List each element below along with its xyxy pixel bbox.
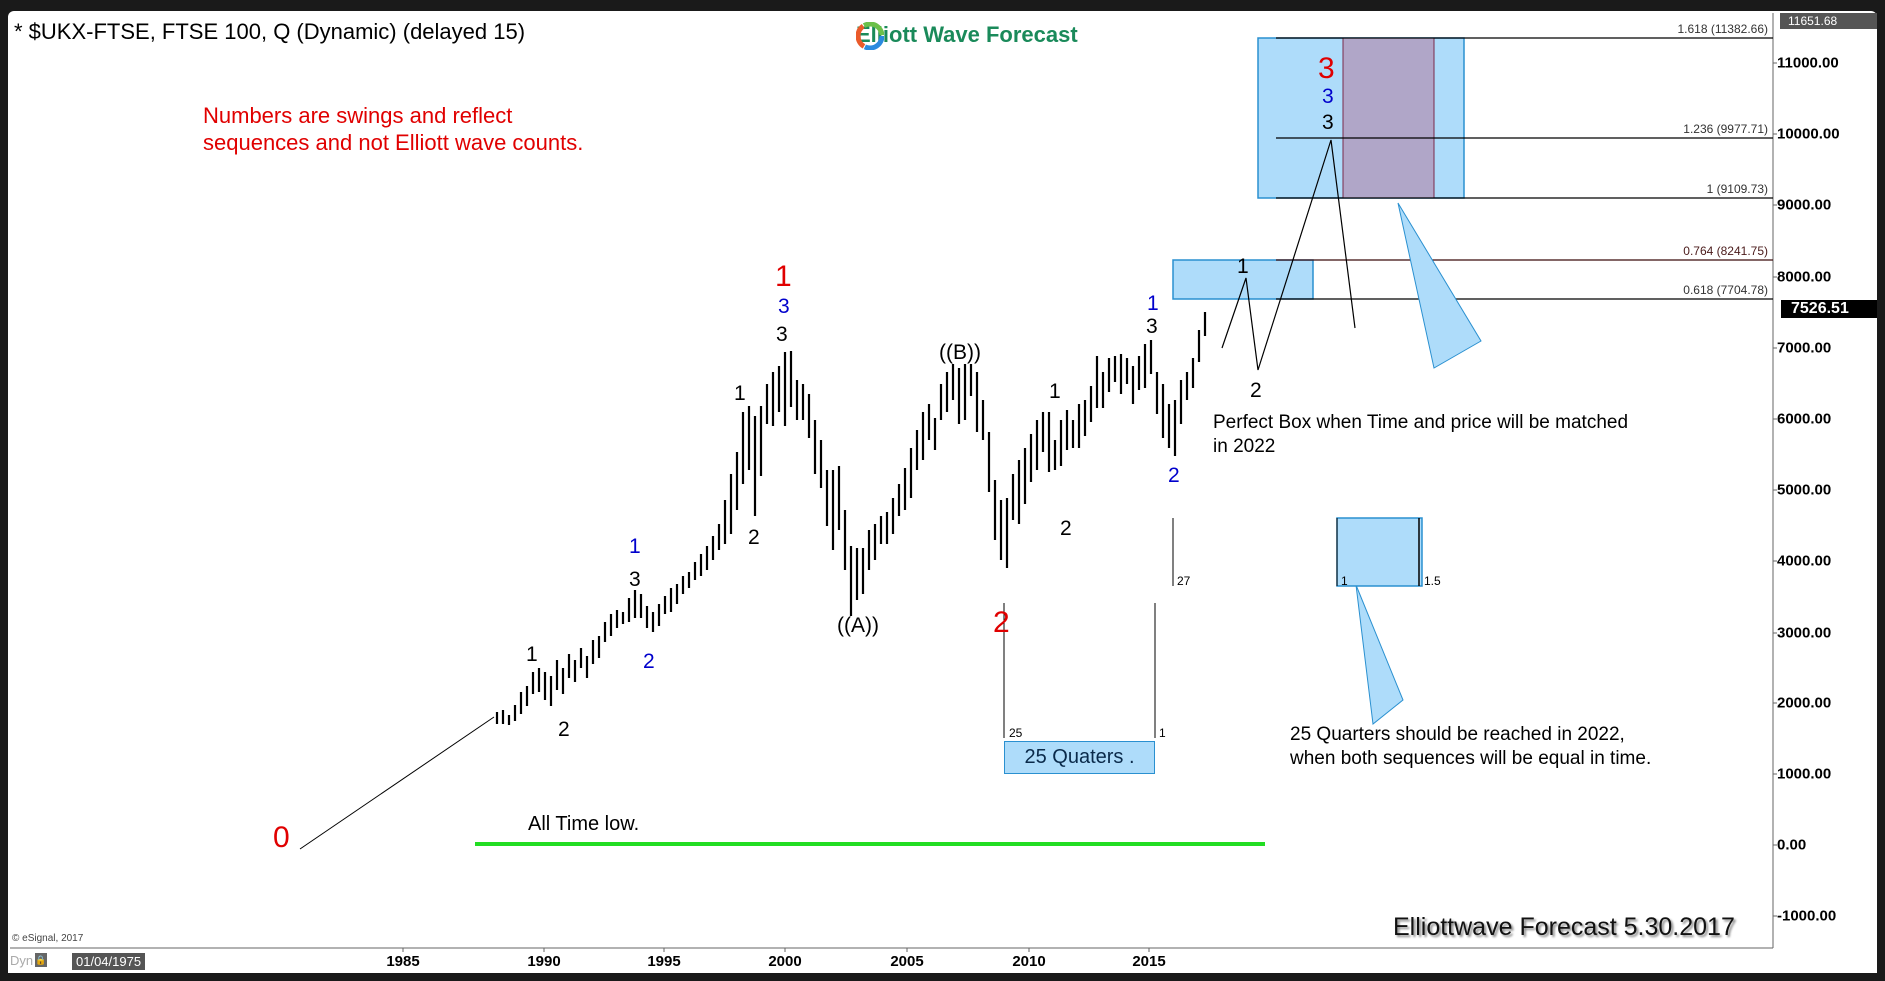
wave-label: 1 <box>734 382 746 405</box>
y-tick: 2000.00 <box>1777 694 1832 712</box>
start-date-label: 01/04/1975 <box>72 953 146 970</box>
note-line: in 2022 <box>1213 436 1276 457</box>
time-marker: 1.5 <box>1424 574 1441 588</box>
wave-label: 1 <box>1147 292 1159 315</box>
chart-title: * $UKX-FTSE, FTSE 100, Q (Dynamic) (dela… <box>14 19 526 44</box>
wave-label-b: ((B)) <box>939 341 981 364</box>
y-tick: 0.00 <box>1777 836 1807 854</box>
x-tick: 2000 <box>768 953 802 970</box>
wave-label: 3 <box>1322 111 1334 134</box>
disclaimer-note: Numbers are swings and reflect sequences… <box>203 103 584 155</box>
x-tick: 2005 <box>890 953 924 970</box>
wave-label: 3 <box>629 568 641 591</box>
y-tick: 9000.00 <box>1777 196 1832 214</box>
copyright-text: © eSignal, 2017 <box>12 933 84 944</box>
y-tick: 11000.00 <box>1777 54 1839 72</box>
wave-label: 3 <box>776 323 788 346</box>
time-marker: 25 <box>1009 726 1023 740</box>
time-price-box <box>1342 37 1435 199</box>
price-bars <box>495 312 1207 725</box>
wave-label-0: 0 <box>273 821 290 854</box>
x-tick: 2015 <box>1132 953 1166 970</box>
brand-logo: Elliott Wave Forecast <box>856 22 1078 50</box>
wave-label-a: ((A)) <box>837 614 879 637</box>
wave-label: 2 <box>748 526 760 549</box>
perfect-box-note: Perfect Box when Time and price will be … <box>1213 411 1628 459</box>
x-tick: 1985 <box>386 953 420 970</box>
fib-zone-box <box>1172 259 1314 300</box>
wave-label: 2 <box>1060 517 1072 540</box>
y-tick: 3000.00 <box>1777 624 1832 642</box>
wave-label-2-red: 2 <box>993 606 1010 639</box>
projection-label: 2 <box>1250 379 1262 402</box>
y-tick: -1000.00 <box>1777 907 1837 925</box>
time-marker: 1 <box>1159 726 1166 740</box>
fib-label-1236: 1.236 (9977.71) <box>1683 122 1768 136</box>
wave-label: 3 <box>1146 315 1158 338</box>
note-line: when both sequences will be equal in tim… <box>1290 748 1652 769</box>
all-time-low-label: All Time low. <box>528 813 640 835</box>
wave-label: 2 <box>1168 464 1180 487</box>
lock-icon[interactable]: 🔒 <box>35 953 47 967</box>
time-box <box>1336 517 1423 587</box>
chart-panel <box>8 11 1877 973</box>
y-tick: 1000.00 <box>1777 765 1832 783</box>
x-tick: 1990 <box>527 953 561 970</box>
fib-label-1618: 1.618 (11382.66) <box>1677 22 1768 36</box>
time-marker: 27 <box>1177 574 1191 588</box>
current-price-tag: 7526.51 <box>1781 300 1877 318</box>
wave-label: 2 <box>558 718 570 741</box>
wave-label-3-red: 3 <box>1318 52 1335 85</box>
fib-label-0764: 0.764 (8241.75) <box>1683 244 1768 258</box>
projection-label: 1 <box>1237 255 1249 278</box>
x-tick: 2010 <box>1012 953 1046 970</box>
logo-swirl-icon <box>856 22 884 50</box>
quarters-box: 25 Quaters . <box>1004 741 1155 774</box>
fib-label-0618: 0.618 (7704.78) <box>1683 283 1768 297</box>
wave-label: 1 <box>1049 380 1061 403</box>
y-tick: 10000.00 <box>1777 125 1840 143</box>
axis-top-value: 11651.68 <box>1780 13 1877 29</box>
dynamic-toggle[interactable]: Dyn <box>10 953 34 968</box>
wave-label: 3 <box>1322 85 1334 108</box>
time-marker: 1 <box>1341 574 1348 588</box>
signature: Elliottwave Forecast 5.30.2017 <box>1393 913 1735 941</box>
wave-label: 1 <box>526 643 538 666</box>
wave-label: 2 <box>643 650 655 673</box>
x-tick: 1995 <box>647 953 681 970</box>
wave-label: 3 <box>778 295 790 318</box>
note-line: 25 Quarters should be reached in 2022, <box>1290 724 1625 745</box>
y-tick: 5000.00 <box>1777 481 1832 499</box>
y-tick: 7000.00 <box>1777 339 1832 357</box>
logo-text: Elliott Wave Forecast <box>856 22 1078 47</box>
y-tick: 4000.00 <box>1777 552 1832 570</box>
y-tick: 8000.00 <box>1777 268 1832 286</box>
fib-label-1: 1 (9109.73) <box>1706 182 1768 196</box>
note-line: Perfect Box when Time and price will be … <box>1213 412 1629 433</box>
quarters-note: 25 Quarters should be reached in 2022, w… <box>1290 723 1651 771</box>
wave-label: 1 <box>629 535 641 558</box>
wave-label-1-red: 1 <box>775 260 792 293</box>
y-tick: 6000.00 <box>1777 410 1832 428</box>
